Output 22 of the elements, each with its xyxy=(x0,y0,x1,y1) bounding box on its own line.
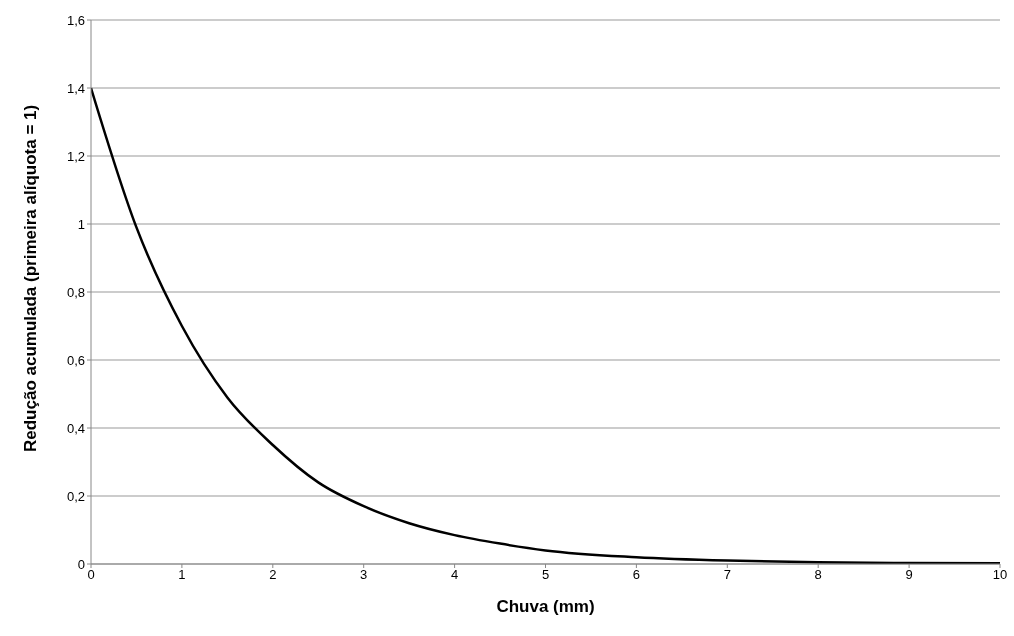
x-tick-label: 1 xyxy=(178,567,186,583)
x-tick-label: 6 xyxy=(632,567,641,583)
x-tick-label: 0 xyxy=(87,567,95,583)
y-tick-label: 1,4 xyxy=(66,80,85,96)
x-tick-label: 9 xyxy=(905,567,913,583)
y-tick-label: 0,2 xyxy=(66,488,85,504)
x-tick-label: 4 xyxy=(450,567,459,583)
y-tick-label: 1 xyxy=(77,216,85,232)
x-tick-label: 8 xyxy=(814,567,822,583)
y-axis-title: Redução acumulada (primeira alíquota = 1) xyxy=(21,104,41,452)
y-tick-label: 1,6 xyxy=(66,12,85,28)
y-tick-label: 0,6 xyxy=(66,352,85,368)
y-tick-label: 0 xyxy=(77,556,85,572)
x-tick-label: 7 xyxy=(723,567,731,583)
x-tick-label: 5 xyxy=(541,567,550,583)
y-tick-label: 0,4 xyxy=(66,420,85,436)
x-axis-title: Chuva (mm) xyxy=(496,597,595,616)
x-tick-label: 2 xyxy=(269,567,277,583)
x-tick-label: 10 xyxy=(992,567,1008,583)
y-tick-label: 0,8 xyxy=(66,284,85,300)
y-tick-label: 1,2 xyxy=(66,148,85,164)
x-tick-label: 3 xyxy=(360,567,368,583)
